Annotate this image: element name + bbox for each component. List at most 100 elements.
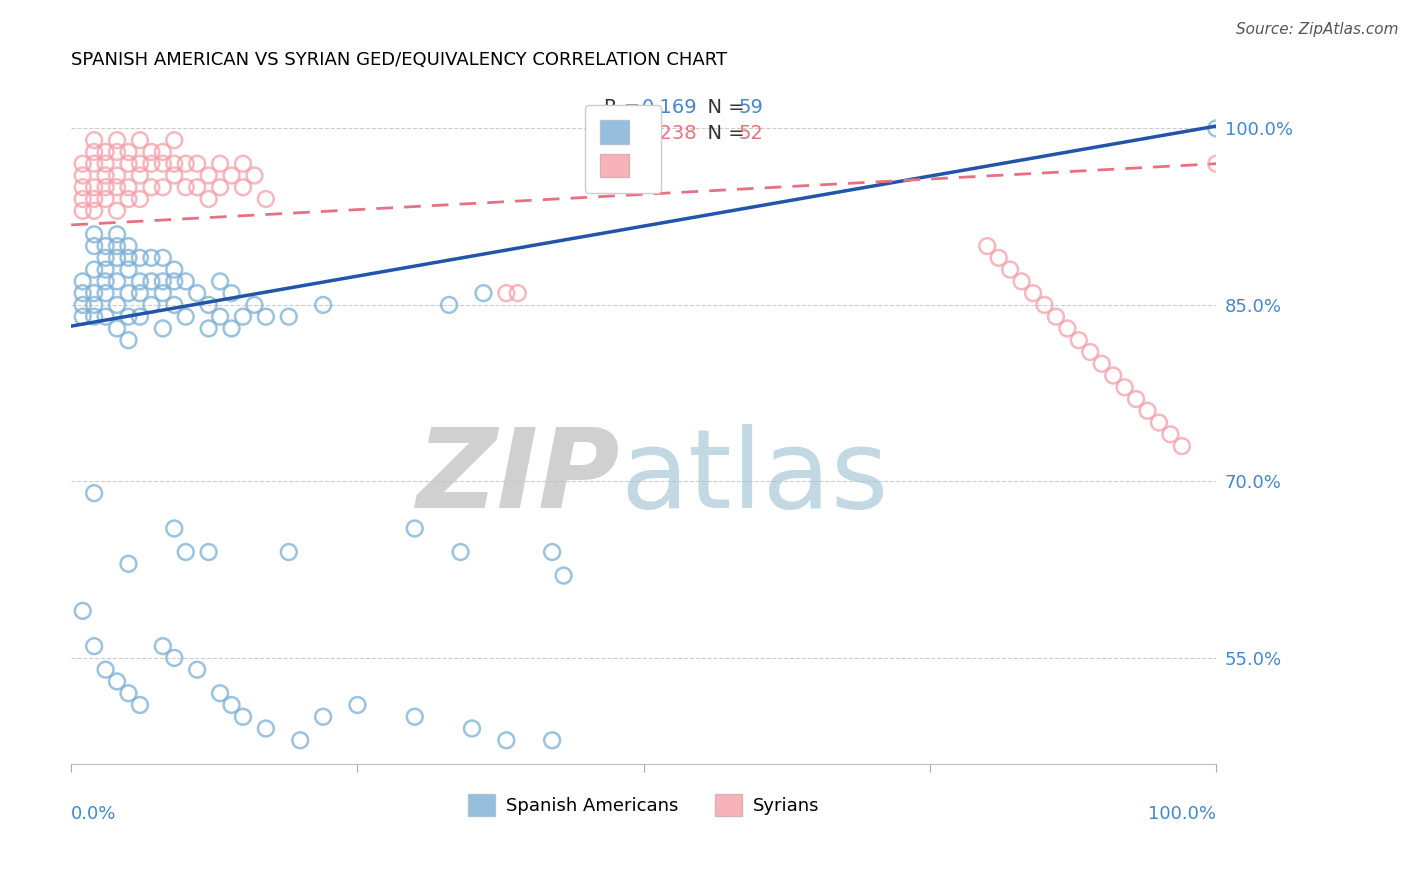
Point (404, 521, 426, 535)
Text: atlas: atlas (621, 424, 890, 531)
Point (197, 192, 219, 206)
Point (129, 169, 152, 183)
Point (450, 545, 472, 559)
Point (72, 180, 94, 194)
Point (232, 310, 254, 324)
Point (152, 274, 174, 288)
Point (197, 298, 219, 312)
Point (94, 286, 117, 301)
Point (290, 733, 312, 747)
Point (94, 145, 117, 159)
Point (117, 192, 139, 206)
Point (72, 274, 94, 288)
Point (174, 545, 197, 559)
Point (998, 262, 1021, 277)
Point (163, 169, 186, 183)
Point (1171, 439, 1194, 453)
Point (163, 274, 186, 288)
Point (72, 169, 94, 183)
Point (209, 686, 232, 700)
Point (105, 298, 128, 312)
Point (105, 145, 128, 159)
Point (346, 698, 368, 712)
Point (129, 251, 152, 265)
Point (83, 239, 105, 253)
Point (94, 310, 117, 324)
Point (105, 321, 128, 335)
Text: ZIP: ZIP (418, 424, 621, 531)
Point (197, 169, 219, 183)
Point (152, 286, 174, 301)
Point (232, 180, 254, 194)
Point (105, 674, 128, 689)
Text: 0.238: 0.238 (641, 124, 697, 144)
Point (243, 169, 266, 183)
Point (117, 157, 139, 171)
Point (117, 333, 139, 347)
Text: 59: 59 (738, 98, 763, 117)
Point (254, 192, 277, 206)
Point (94, 169, 117, 183)
Point (94, 180, 117, 194)
Point (117, 145, 139, 159)
Point (117, 239, 139, 253)
Text: 100.0%: 100.0% (1149, 805, 1216, 822)
Point (277, 545, 299, 559)
Point (221, 286, 243, 301)
Point (105, 251, 128, 265)
Point (94, 157, 117, 171)
Point (1205, 157, 1227, 171)
Point (232, 710, 254, 724)
Point (163, 262, 186, 277)
Point (1056, 321, 1078, 335)
Point (83, 310, 105, 324)
Point (1067, 333, 1090, 347)
Point (186, 286, 208, 301)
Point (129, 286, 152, 301)
Point (1045, 310, 1067, 324)
Point (163, 133, 186, 147)
Point (506, 286, 529, 301)
Point (105, 227, 128, 242)
Point (152, 321, 174, 335)
Point (152, 157, 174, 171)
Point (152, 180, 174, 194)
Point (152, 145, 174, 159)
Point (1205, 121, 1227, 136)
Point (83, 157, 105, 171)
Point (209, 157, 232, 171)
Point (495, 733, 517, 747)
Text: 52: 52 (738, 124, 763, 144)
Point (186, 157, 208, 171)
Point (1136, 404, 1159, 418)
Point (129, 157, 152, 171)
Point (117, 251, 139, 265)
Point (174, 310, 197, 324)
Point (72, 286, 94, 301)
Point (94, 251, 117, 265)
Point (105, 274, 128, 288)
Point (72, 203, 94, 218)
Point (553, 568, 575, 582)
Point (94, 663, 117, 677)
Point (461, 722, 484, 736)
Point (83, 486, 105, 500)
Point (83, 286, 105, 301)
Point (141, 157, 163, 171)
Point (83, 298, 105, 312)
Point (129, 133, 152, 147)
Point (152, 251, 174, 265)
Point (83, 192, 105, 206)
Point (129, 310, 152, 324)
Point (186, 663, 208, 677)
Point (152, 639, 174, 653)
Point (163, 157, 186, 171)
Point (221, 698, 243, 712)
Point (105, 133, 128, 147)
Point (72, 310, 94, 324)
Point (141, 298, 163, 312)
Point (209, 274, 232, 288)
Point (1011, 274, 1033, 288)
Point (94, 239, 117, 253)
Point (312, 710, 335, 724)
